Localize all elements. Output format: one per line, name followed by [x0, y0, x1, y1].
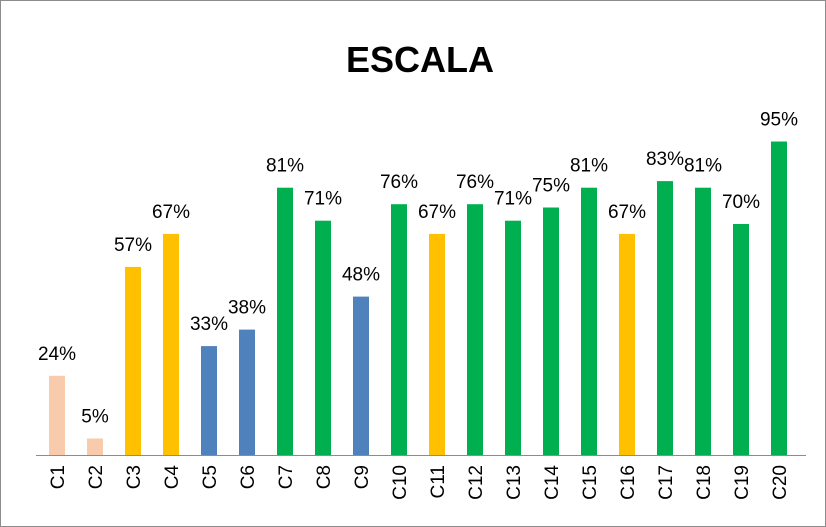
- x-tick-label: C2: [86, 465, 107, 489]
- x-tick-label: C16: [618, 465, 639, 500]
- data-label: 24%: [38, 344, 76, 365]
- data-label: 76%: [380, 172, 418, 193]
- data-label: 83%: [646, 149, 684, 170]
- x-tick-label: C4: [162, 465, 183, 490]
- x-tick-label: C12: [466, 465, 487, 500]
- data-label: 5%: [81, 407, 109, 428]
- x-tick-label: C20: [770, 465, 791, 500]
- bar: [505, 220, 521, 455]
- x-tick-label: C18: [694, 465, 715, 500]
- x-tick-label: C1: [48, 465, 69, 489]
- data-label: 33%: [190, 314, 228, 335]
- data-label: 81%: [684, 156, 722, 177]
- x-tick-label: C11: [428, 465, 449, 498]
- bar: [695, 187, 711, 455]
- data-label: 67%: [418, 202, 456, 223]
- x-tick-label: C19: [732, 465, 753, 500]
- data-label: 57%: [114, 235, 152, 256]
- bar: [733, 224, 749, 455]
- data-label: 71%: [494, 189, 532, 210]
- x-tick-label: C17: [656, 465, 677, 500]
- bar: [353, 296, 369, 455]
- data-label: 76%: [456, 172, 494, 193]
- data-label: 75%: [532, 176, 570, 197]
- x-tick-label: C3: [124, 465, 145, 489]
- x-tick-label: C14: [542, 465, 563, 500]
- bar: [391, 204, 407, 455]
- x-tick-label: C7: [276, 465, 297, 489]
- x-tick-label: C10: [390, 465, 411, 500]
- bar: [163, 233, 179, 455]
- bar: [125, 266, 141, 455]
- bar: [277, 187, 293, 455]
- x-tick-label: C9: [352, 465, 373, 489]
- data-label: 95%: [760, 110, 798, 131]
- x-tick-label: C8: [314, 465, 335, 489]
- bar: [315, 220, 331, 455]
- data-label: 48%: [342, 265, 380, 286]
- bar: [543, 207, 559, 455]
- x-tick-label: C6: [238, 465, 259, 489]
- bar: [429, 233, 445, 455]
- x-tick-label: C13: [504, 465, 525, 500]
- bar: [87, 438, 103, 455]
- data-label: 71%: [304, 189, 342, 210]
- bar: [239, 329, 255, 455]
- bar: [619, 233, 635, 455]
- x-tick-label: C15: [580, 465, 601, 500]
- x-tick-label: C5: [200, 465, 221, 489]
- bar: [771, 141, 787, 455]
- bar: [657, 181, 673, 455]
- data-label: 81%: [570, 156, 608, 177]
- chart-title: ESCALA: [346, 39, 494, 80]
- bar: [581, 187, 597, 455]
- bar: [467, 204, 483, 455]
- data-label: 67%: [152, 202, 190, 223]
- bar: [49, 375, 65, 455]
- data-label: 70%: [722, 192, 760, 213]
- data-label: 67%: [608, 202, 646, 223]
- bar: [201, 346, 217, 455]
- data-label: 81%: [266, 156, 304, 177]
- data-label: 38%: [228, 298, 266, 319]
